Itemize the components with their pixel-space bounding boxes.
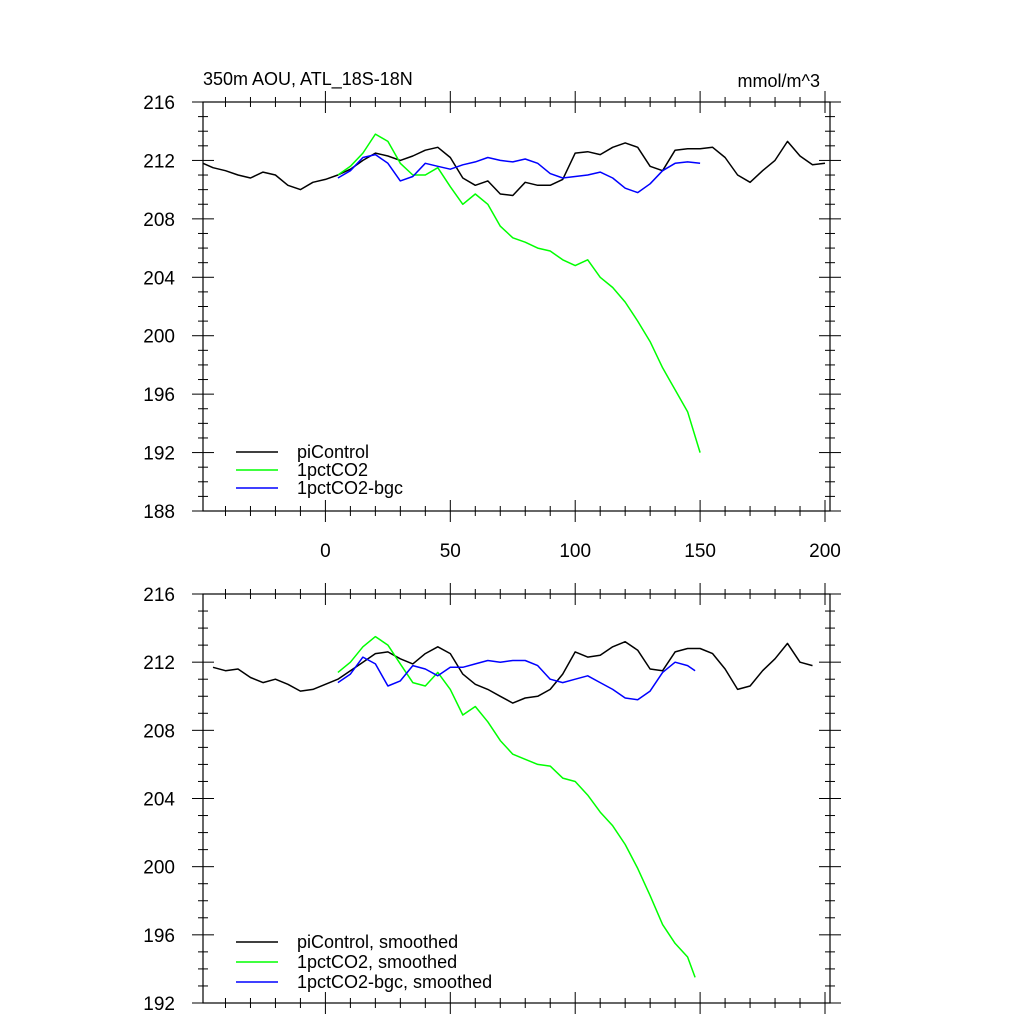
bottom-panel: 192 196 200 204 208 212 216 piControl, smoothe…: [143, 583, 841, 1015]
series-line-1pctco2-bgc: [337, 153, 701, 194]
y-tick-label: 200: [143, 858, 175, 879]
legend-label-picontrol-smoothed: piControl, smoothed: [297, 932, 458, 952]
y-tick-label: 208: [143, 210, 175, 231]
bottom-series-group: [212, 635, 813, 978]
bottom-axis-ticks: 192 196 200 204 208 212 216: [143, 583, 841, 1015]
series-line-1pctco2-bgc-smoothed: [337, 656, 696, 701]
series-line-1pctco2: [337, 133, 701, 453]
y-tick-label: 204: [143, 268, 175, 289]
chart-title: 350m AOU, ATL_18S-18N: [203, 69, 413, 90]
x-tick-label: 200: [809, 541, 841, 562]
series-line-picontrol-smoothed: [212, 640, 813, 704]
x-tick-label: 50: [440, 541, 461, 562]
x-tick-label: 0: [320, 541, 331, 562]
x-tick-label: 150: [684, 541, 716, 562]
top-series-group: [202, 133, 826, 453]
y-tick-label: 216: [143, 585, 175, 606]
y-tick-label: 216: [143, 93, 175, 114]
top-panel: 350m AOU, ATL_18S-18N mmol/m^3 188 192 196…: [143, 69, 841, 562]
y-tick-label: 192: [143, 994, 175, 1015]
y-tick-label: 192: [143, 444, 175, 465]
y-tick-label: 200: [143, 327, 175, 348]
bottom-plot-frame: [202, 593, 831, 1004]
x-tick-label: 100: [559, 541, 591, 562]
legend-label-1pctco2-smoothed: 1pctCO2, smoothed: [297, 952, 457, 972]
y-tick-label: 204: [143, 790, 175, 811]
y-tick-label: 188: [143, 502, 175, 523]
legend-label-1pctco2-bgc: 1pctCO2-bgc: [297, 478, 403, 498]
y-tick-label: 196: [143, 926, 175, 947]
series-line-picontrol: [202, 140, 826, 197]
y-tick-label: 212: [143, 653, 175, 674]
top-axis-ticks: 188 192 196 200 204 208 212 216 0 50 100 150 200: [143, 91, 841, 562]
series-line-1pctco2-smoothed: [337, 635, 696, 978]
y-tick-label: 196: [143, 385, 175, 406]
legend-label-picontrol: piControl: [297, 442, 369, 462]
units-label: mmol/m^3: [738, 71, 820, 91]
legend-label-1pctco2: 1pctCO2: [297, 460, 368, 480]
y-tick-label: 212: [143, 151, 175, 172]
legend-label-1pctco2-bgc-smoothed: 1pctCO2-bgc, smoothed: [297, 972, 492, 992]
y-tick-label: 208: [143, 721, 175, 742]
top-plot-frame: [202, 101, 831, 512]
